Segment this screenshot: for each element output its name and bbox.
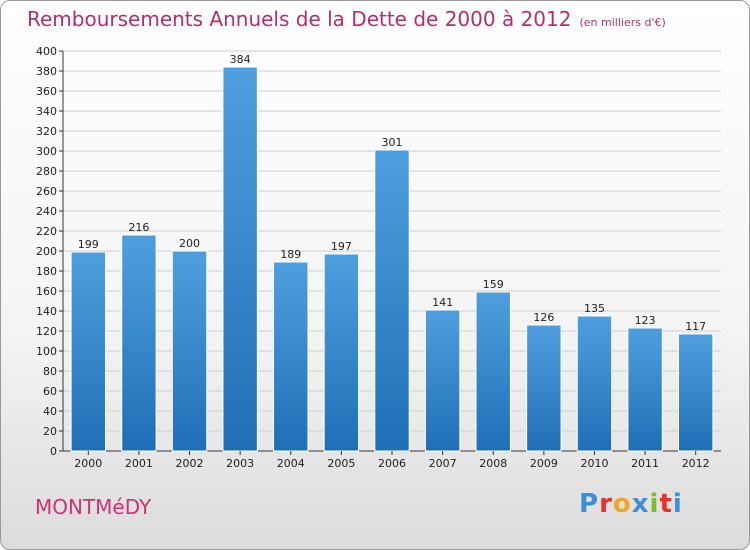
bar: [323, 253, 360, 452]
logo-letter: t: [659, 489, 673, 519]
y-tick-label: 200: [36, 245, 57, 258]
logo-letter: i: [672, 489, 683, 519]
bar-value-label: 141: [432, 296, 453, 309]
y-tick-label: 80: [43, 365, 57, 378]
bar-value-label: 197: [331, 240, 352, 253]
logo-letter: x: [631, 489, 650, 519]
y-tick-label: 0: [50, 445, 57, 458]
x-tick-label: 2012: [682, 457, 710, 470]
bar-value-label: 123: [635, 314, 656, 327]
logo-letter: o: [612, 489, 632, 519]
y-tick-label: 180: [36, 265, 57, 278]
y-tick-label: 100: [36, 345, 57, 358]
logo-letter: P: [579, 489, 600, 519]
x-tick-label: 2001: [125, 457, 153, 470]
x-tick-label: 2000: [74, 457, 102, 470]
logo-letter: r: [599, 489, 613, 519]
x-tick-label: 2007: [429, 457, 457, 470]
logo-letter: i: [649, 489, 660, 519]
y-tick-label: 260: [36, 185, 57, 198]
x-tick-label: 2003: [226, 457, 254, 470]
x-tick-label: 2008: [479, 457, 507, 470]
y-tick-label: 60: [43, 385, 57, 398]
y-tick-label: 360: [36, 85, 57, 98]
x-tick-label: 2009: [530, 457, 558, 470]
bar-value-label: 216: [128, 221, 149, 234]
x-tick-label: 2004: [277, 457, 305, 470]
chart-title: Remboursements Annuels de la Dette de 20…: [27, 7, 666, 31]
bar: [171, 250, 208, 452]
bar-value-label: 117: [685, 320, 706, 333]
bar-value-label: 384: [230, 53, 251, 66]
bar-value-label: 126: [533, 311, 554, 324]
y-tick-label: 220: [36, 225, 57, 238]
bar: [273, 261, 309, 452]
chart-subtitle: (en milliers d'€): [579, 16, 666, 29]
y-tick-label: 340: [36, 105, 57, 118]
bar-value-label: 199: [78, 238, 99, 251]
y-tick-label: 320: [36, 125, 57, 138]
bar-value-label: 200: [179, 237, 200, 250]
city-name: MONTMéDY: [35, 495, 152, 519]
y-tick-label: 400: [36, 45, 57, 58]
y-tick-label: 280: [36, 165, 57, 178]
bar: [627, 327, 663, 452]
x-tick-label: 2010: [580, 457, 608, 470]
bar: [576, 315, 613, 452]
bar: [677, 333, 714, 452]
bar: [70, 251, 107, 452]
x-tick-label: 2006: [378, 457, 406, 470]
x-tick-label: 2005: [327, 457, 355, 470]
y-tick-label: 380: [36, 65, 57, 78]
y-tick-label: 20: [43, 425, 57, 438]
bar-value-label: 159: [483, 278, 504, 291]
bar: [121, 234, 157, 452]
bar: [374, 149, 410, 452]
bar: [475, 291, 511, 452]
bar: [526, 324, 562, 452]
bar-value-label: 189: [280, 248, 301, 261]
x-tick-label: 2002: [176, 457, 204, 470]
bar: [222, 66, 258, 452]
x-tick-label: 2011: [631, 457, 659, 470]
proxiti-logo: Proxiti: [579, 489, 683, 519]
y-tick-label: 40: [43, 405, 57, 418]
y-tick-label: 140: [36, 305, 57, 318]
y-tick-label: 300: [36, 145, 57, 158]
bar-value-label: 135: [584, 302, 605, 315]
bar: [424, 309, 461, 452]
title-text: Remboursements Annuels de la Dette de 20…: [27, 7, 572, 31]
y-tick-label: 240: [36, 205, 57, 218]
y-tick-label: 160: [36, 285, 57, 298]
bar-value-label: 301: [382, 136, 403, 149]
y-tick-label: 120: [36, 325, 57, 338]
